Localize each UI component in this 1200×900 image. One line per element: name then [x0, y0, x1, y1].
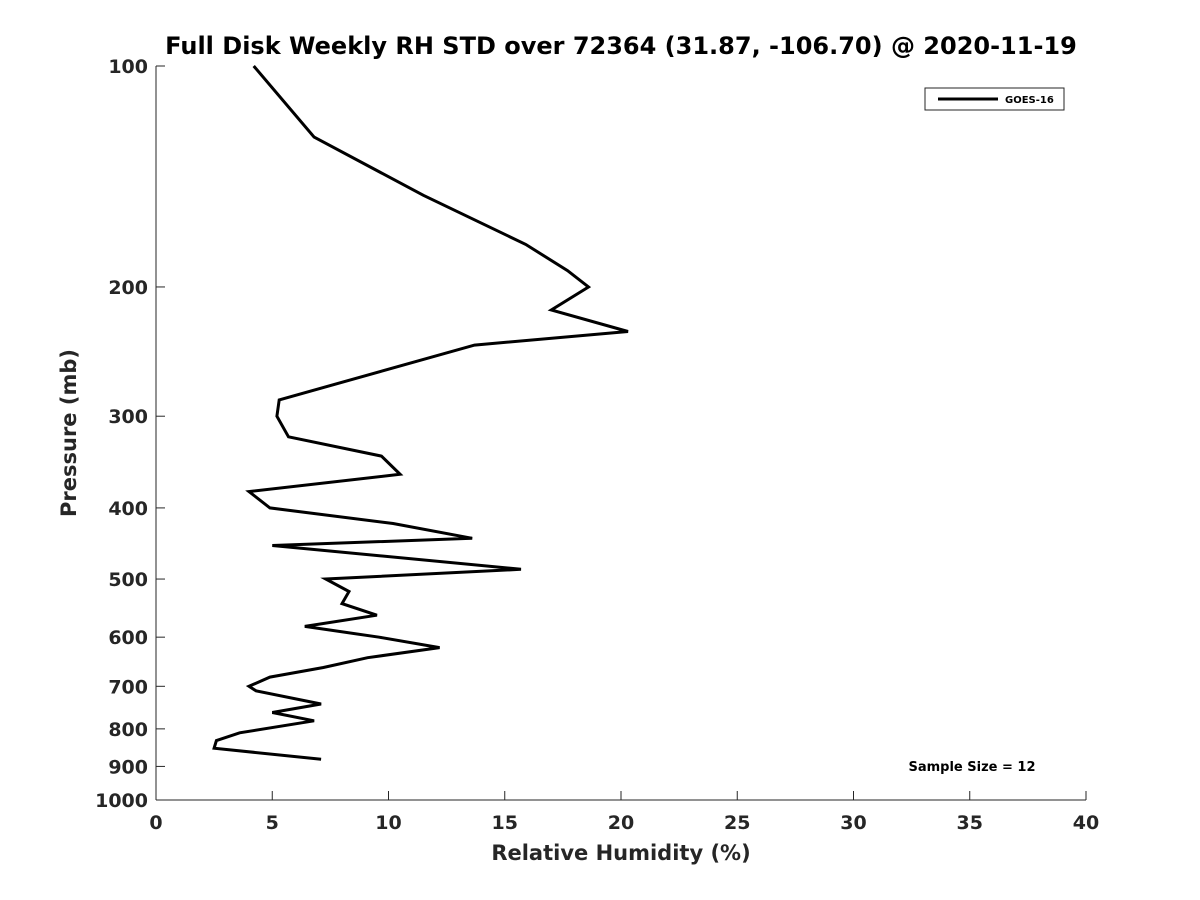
x-tick-label: 0 [149, 812, 162, 834]
y-tick-label: 200 [108, 277, 148, 299]
x-tick-label: 30 [840, 812, 866, 834]
y-tick-label: 900 [108, 756, 148, 778]
x-axis-label: Relative Humidity (%) [491, 841, 750, 865]
series-layer [212, 65, 629, 761]
x-tick-label: 20 [608, 812, 634, 834]
sample-size-annotation: Sample Size = 12 [908, 760, 1035, 775]
chart-title: Full Disk Weekly RH STD over 72364 (31.8… [165, 32, 1077, 60]
y-tick-label: 700 [108, 676, 148, 698]
x-tick-label: 5 [266, 812, 279, 834]
y-ticks: 100 200 300 400 500 600 700 800 900 1000 [95, 56, 165, 812]
x-tick-label: 25 [724, 812, 750, 834]
y-tick-label: 500 [108, 569, 148, 591]
y-tick-label: 300 [108, 406, 148, 428]
x-tick-label: 10 [375, 812, 401, 834]
x-tick-label: 35 [957, 812, 983, 834]
y-tick-label: 600 [108, 627, 148, 649]
y-tick-label: 800 [108, 719, 148, 741]
x-tick-label: 15 [492, 812, 518, 834]
y-tick-label: 1000 [95, 790, 148, 812]
x-tick-label: 40 [1073, 812, 1099, 834]
legend: GOES-16 [924, 87, 1065, 111]
y-axis-label: Pressure (mb) [57, 349, 81, 517]
series-line-goes-16 [212, 65, 629, 761]
y-tick-label: 100 [108, 56, 148, 78]
y-tick-label: 400 [108, 498, 148, 520]
legend-label-goes-16: GOES-16 [1005, 95, 1054, 106]
x-ticks: 0 5 10 15 20 25 30 35 40 [149, 791, 1099, 834]
